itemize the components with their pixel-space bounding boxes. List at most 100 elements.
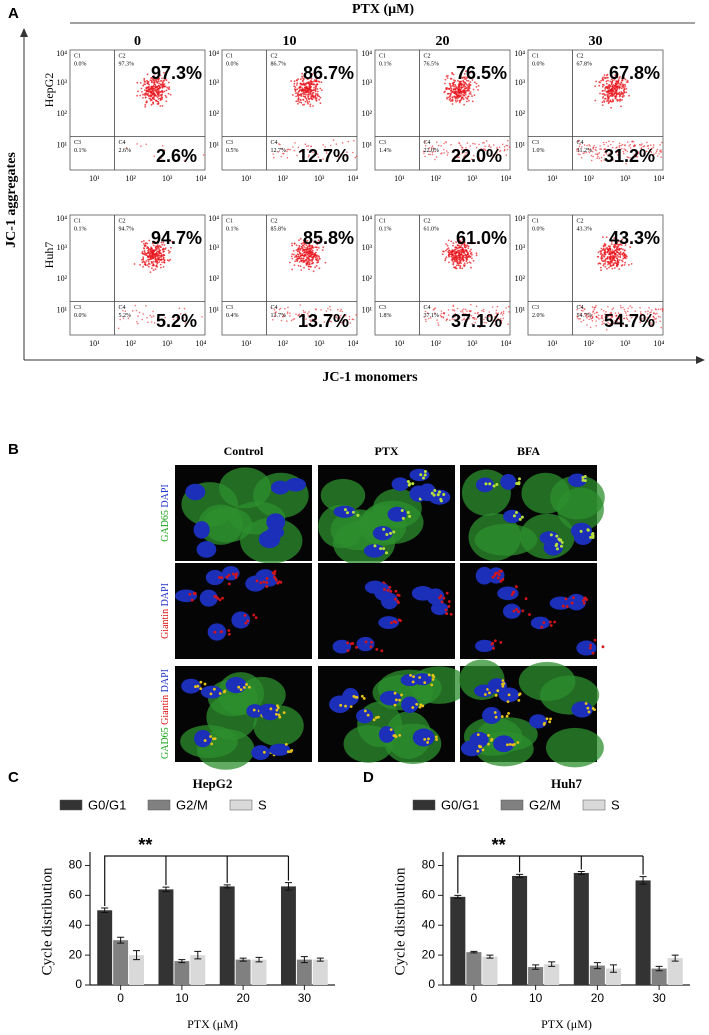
event-dot: [336, 143, 338, 145]
golgi-spot: [512, 591, 515, 594]
event-dot: [144, 263, 146, 265]
event-dot: [612, 268, 614, 270]
event-dot: [445, 243, 447, 245]
x-tick-label: 10²: [431, 174, 442, 183]
event-dot: [307, 96, 309, 98]
event-dot: [473, 260, 475, 262]
event-dot: [470, 262, 472, 264]
event-dot: [458, 252, 460, 254]
event-dot: [141, 88, 143, 90]
golgi-spot: [583, 602, 586, 605]
y-tick-label: 10²: [57, 109, 68, 118]
event-dot: [310, 87, 312, 89]
golgi-spot: [419, 473, 422, 476]
event-dot: [295, 313, 297, 315]
golgi-spot: [571, 602, 574, 605]
event-dot: [446, 248, 448, 250]
event-dot: [139, 264, 141, 266]
golgi-spot: [382, 528, 385, 531]
event-dot: [594, 100, 596, 102]
quadrant-name: C4: [577, 140, 584, 146]
event-dot: [625, 91, 627, 93]
event-dot: [467, 262, 469, 264]
scatter-plot: C10.1%C294.7%C30.0%C45.2%94.7%5.2%10¹10²…: [56, 214, 206, 348]
cell-body: [522, 473, 570, 514]
event-dot: [470, 93, 472, 95]
golgi-spot: [506, 715, 509, 718]
event-dot: [604, 263, 606, 265]
event-dot: [145, 97, 147, 99]
event-dot: [607, 261, 609, 263]
golgi-spot: [594, 639, 597, 642]
event-dot: [660, 309, 662, 311]
event-dot: [308, 94, 310, 96]
event-dot: [463, 94, 465, 96]
event-dot: [616, 257, 618, 259]
image-bg: [175, 563, 312, 659]
golgi-spot: [199, 687, 202, 690]
event-dot: [148, 95, 150, 97]
golgi-spot: [276, 582, 279, 585]
golgi-spot: [423, 738, 426, 741]
quadrant-percent: 0.1%: [379, 61, 392, 67]
event-dot: [619, 143, 621, 145]
event-dot: [289, 262, 291, 264]
event-dot: [203, 154, 205, 156]
quadrant-name: C1: [74, 218, 81, 224]
event-dot: [155, 268, 157, 270]
golgi-spot: [501, 679, 504, 682]
golgi-spot: [525, 597, 528, 600]
event-dot: [273, 157, 275, 159]
golgi-spot: [196, 685, 199, 688]
event-dot: [609, 254, 611, 256]
event-dot: [600, 269, 602, 271]
event-dot: [454, 249, 456, 251]
event-dot: [297, 103, 299, 105]
golgi-spot: [487, 734, 490, 737]
golgi-spot: [517, 481, 520, 484]
golgi-spot: [223, 690, 226, 693]
column-label: Control: [224, 444, 264, 458]
legend-swatch: [413, 800, 435, 810]
event-dot: [315, 96, 317, 98]
bar: [220, 886, 235, 985]
event-dot: [291, 245, 293, 247]
chart-title: HepG2: [193, 776, 233, 791]
golgi-spot: [390, 728, 393, 731]
x-tick-label: 10¹: [89, 339, 100, 348]
golgi-spot: [593, 708, 596, 711]
event-dot: [306, 263, 308, 265]
event-dot: [453, 242, 455, 244]
event-dot: [291, 320, 293, 322]
big-percent: 12.7%: [298, 146, 349, 166]
event-dot: [444, 91, 446, 93]
y-tick-label: 40: [422, 917, 436, 931]
event-dot: [290, 80, 292, 82]
event-dot: [150, 100, 152, 102]
nucleus: [175, 589, 197, 602]
event-dot: [613, 259, 615, 261]
event-dot: [459, 265, 461, 267]
golgi-spot: [263, 751, 266, 754]
golgi-spot: [398, 699, 401, 702]
event-dot: [154, 258, 156, 260]
event-dot: [148, 81, 150, 83]
x-tick-label: 30: [298, 991, 312, 1005]
event-dot: [600, 267, 602, 269]
event-dot: [600, 253, 602, 255]
event-dot: [447, 152, 449, 154]
event-dot: [300, 102, 302, 104]
golgi-spot: [273, 576, 276, 579]
event-dot: [432, 145, 434, 147]
event-dot: [296, 80, 298, 82]
event-dot: [143, 79, 145, 81]
event-dot: [158, 83, 160, 85]
golgi-spot: [347, 649, 350, 652]
legend-swatch: [583, 800, 605, 810]
event-dot: [437, 322, 439, 324]
event-dot: [147, 255, 149, 257]
event-dot: [303, 267, 305, 269]
micrograph: [175, 563, 312, 659]
event-dot: [601, 309, 603, 311]
